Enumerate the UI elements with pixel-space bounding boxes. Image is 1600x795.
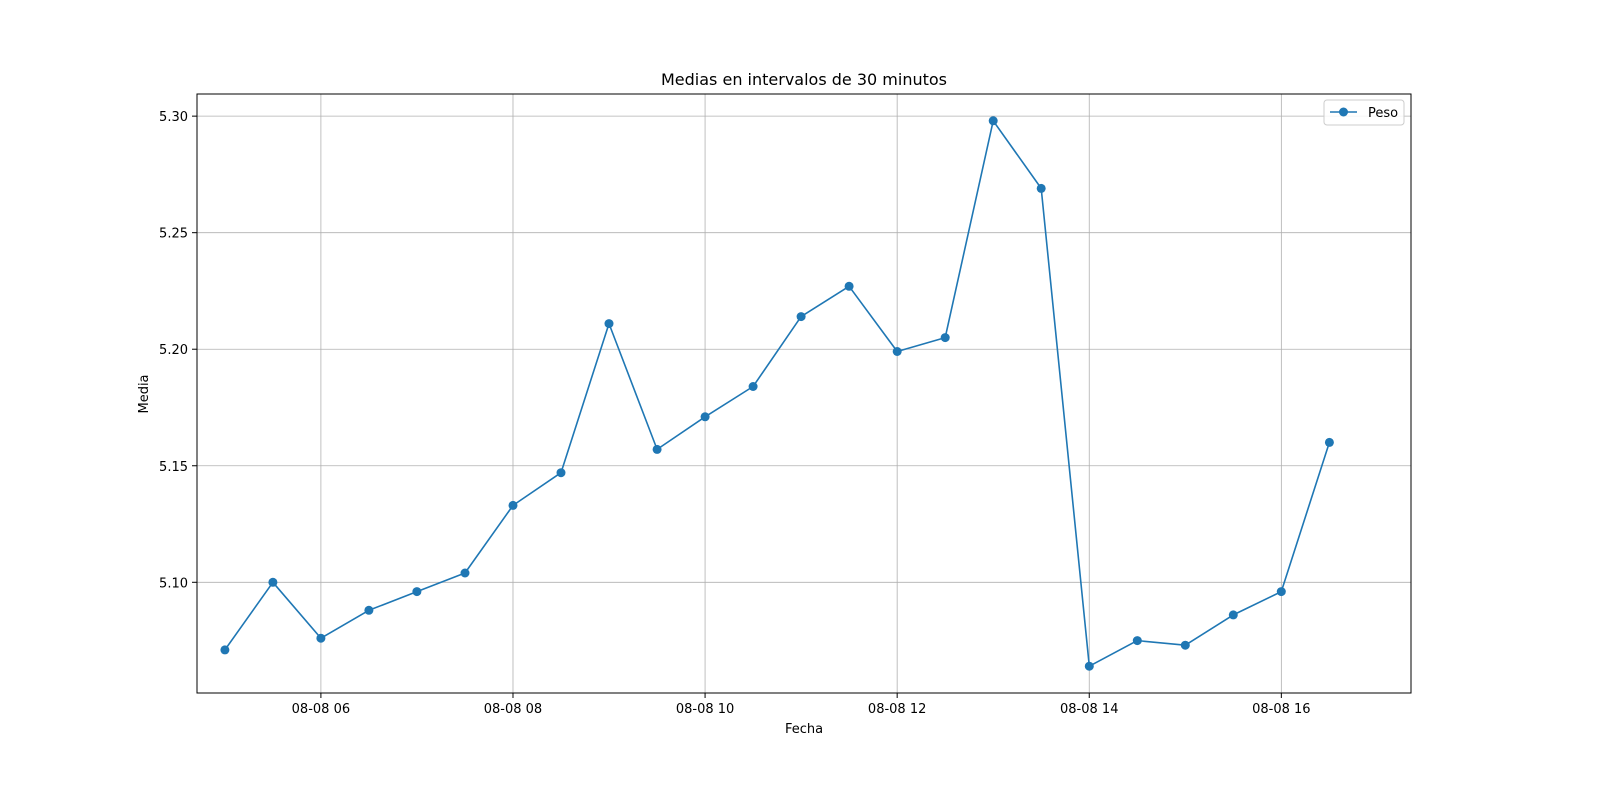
data-point [1276,587,1286,597]
y-axis-ticks: 5.10 5.15 5.20 5.25 5.30 [159,110,197,591]
x-axis-ticks: 08-08 06 08-08 08 08-08 10 08-08 12 08-08 14… [292,693,1311,717]
data-point [1132,636,1142,646]
data-point [892,347,902,356]
data-point [748,382,758,391]
y-tick-label: 5.20 [159,343,188,358]
y-tick-label: 5.25 [159,227,188,242]
plot-frame [196,93,1412,694]
y-tick-label: 5.15 [159,460,188,475]
data-point [412,587,422,597]
data-point [940,333,950,343]
grid-lines [197,94,1411,693]
data-point [316,633,326,643]
data-point [844,281,854,291]
series-layer [220,116,1334,671]
x-tick-label: 08-08 14 [1060,702,1118,717]
data-point [1228,610,1238,620]
x-axis-label: Fecha [785,722,823,737]
data-point [988,116,998,126]
data-point [220,645,230,655]
data-point [364,605,374,615]
x-tick-label: 08-08 06 [292,702,350,717]
data-point [460,568,470,578]
data-point [1324,437,1334,447]
legend: Peso [1323,99,1405,126]
data-point [796,312,806,322]
series-line-peso [224,120,1331,668]
data-point [1084,661,1094,671]
data-point [268,577,278,587]
data-point [1036,183,1046,193]
y-axis-label: Media [137,374,152,413]
chart-title: Medias en intervalos de 30 minutos [661,70,947,89]
x-tick-label: 08-08 12 [868,702,926,717]
legend-marker [1339,107,1348,117]
data-point [508,500,518,510]
data-point [556,468,566,478]
x-tick-label: 08-08 08 [484,702,542,717]
data-point [652,444,662,454]
data-point [700,412,710,422]
legend-label-peso: Peso [1368,106,1398,121]
legend-box [1323,99,1405,126]
y-tick-label: 5.30 [159,110,188,125]
y-tick-label: 5.10 [159,576,188,591]
data-point [604,319,614,329]
x-tick-label: 08-08 16 [1252,702,1310,717]
data-point [1180,640,1190,650]
x-tick-label: 08-08 10 [676,702,734,717]
